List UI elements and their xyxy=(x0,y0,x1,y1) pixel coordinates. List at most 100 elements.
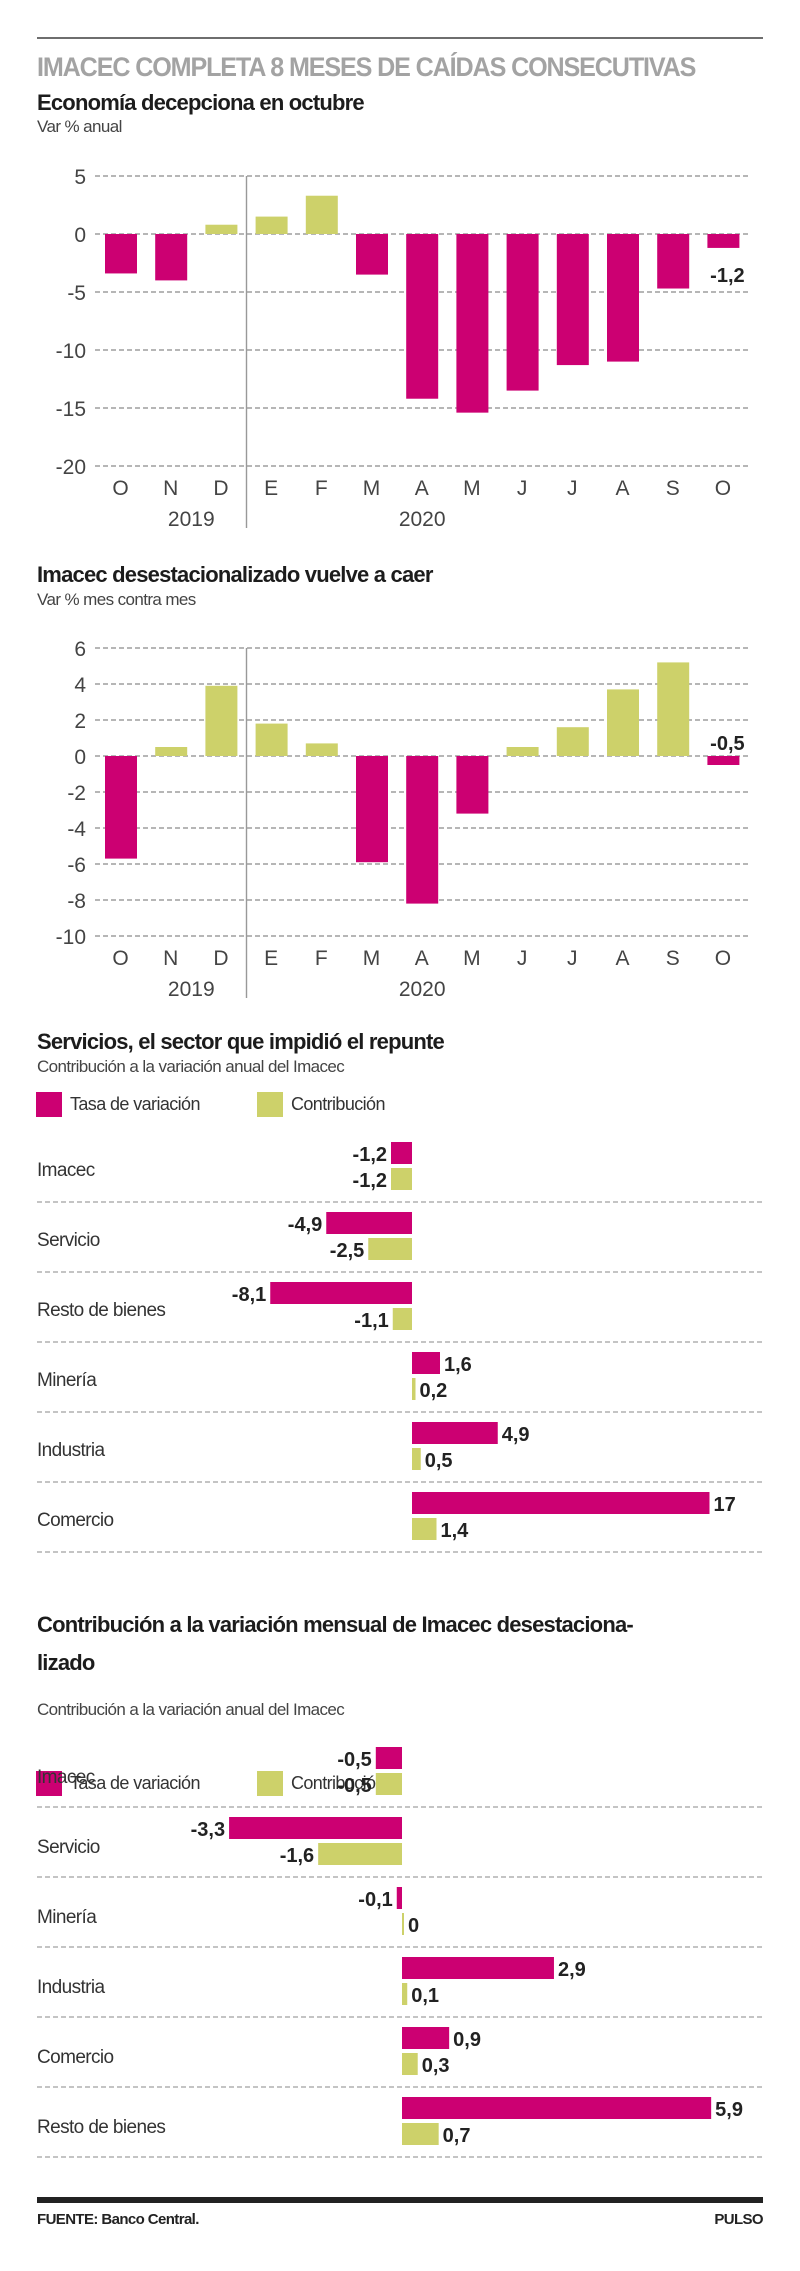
row-label: Imacec xyxy=(37,1160,95,1181)
x-tick-label: F xyxy=(315,947,329,970)
rate-bar-1 xyxy=(229,1817,402,1839)
contribution-bar-0 xyxy=(391,1168,412,1190)
x-tick-label: M xyxy=(463,947,482,970)
year-label: 2020 xyxy=(399,508,446,531)
y-tick-label: -10 xyxy=(56,340,86,363)
x-tick-label: M xyxy=(363,477,382,500)
x-tick-label: M xyxy=(363,947,382,970)
x-tick-label: M xyxy=(463,477,482,500)
value-label: -2,5 xyxy=(330,1240,364,1262)
contribution-bar-2 xyxy=(392,1308,412,1330)
main-title: IMACEC COMPLETA 8 MESES DE CAÍDAS CONSEC… xyxy=(37,52,696,82)
y-tick-label: -5 xyxy=(67,282,86,305)
contribution-bar-1 xyxy=(318,1843,402,1865)
value-label: -1,2 xyxy=(353,1144,387,1166)
bar-e xyxy=(255,216,288,234)
row-label: Comercio xyxy=(37,2047,114,2068)
bar-a xyxy=(406,756,439,904)
contribution-bar-4 xyxy=(412,1448,421,1470)
y-tick-label: 0 xyxy=(74,224,86,247)
row-label: Industria xyxy=(37,1977,105,1998)
x-tick-label: S xyxy=(666,947,681,970)
chart2-subtitle: Var % mes contra mes xyxy=(37,590,196,609)
row-label: Minería xyxy=(37,1370,97,1391)
bar-s xyxy=(657,662,690,756)
x-tick-label: J xyxy=(517,477,529,500)
chart3-subtitle: Contribución a la variación anual del Im… xyxy=(37,1057,345,1076)
value-label: 2,9 xyxy=(558,1959,586,1981)
legend-swatch-contribution xyxy=(257,1092,283,1117)
y-tick-label: -2 xyxy=(67,782,86,805)
bar-o xyxy=(707,234,740,248)
y-tick-label: -4 xyxy=(67,818,86,841)
rate-bar-0 xyxy=(375,1747,402,1769)
row-label: Industria xyxy=(37,1440,105,1461)
bar-f xyxy=(305,195,338,234)
legend-label-contribution: Contribución xyxy=(291,1773,385,1793)
bar-j xyxy=(506,234,539,391)
bar-j xyxy=(556,727,589,756)
value-label: 1,4 xyxy=(441,1520,470,1542)
value-label: -1,1 xyxy=(354,1310,388,1332)
x-tick-label: F xyxy=(315,477,329,500)
chart3-title: Servicios, el sector que impidió el repu… xyxy=(37,1029,445,1054)
row-label: Imacec xyxy=(37,1767,95,1788)
legend-swatch-contribution xyxy=(257,1771,283,1796)
x-tick-label: S xyxy=(666,477,681,500)
contribution-bar-0 xyxy=(375,1773,402,1795)
rate-bar-2 xyxy=(396,1887,402,1909)
value-label: 17 xyxy=(714,1494,736,1516)
value-label: 4,9 xyxy=(502,1424,530,1446)
value-annotation: -0,5 xyxy=(710,733,744,755)
chart4-sector-monthly: -0,5 -0,5 -3,3 -1,6 -0,1 0 2,9 0,1 0,90,3 5,9 0,7 xyxy=(37,1747,762,2158)
row-label: Resto de bienes xyxy=(37,2117,166,2138)
chart4-title-line1: Contribución a la variación mensual de I… xyxy=(37,1612,634,1637)
bar-n xyxy=(155,234,188,281)
value-label: -0,1 xyxy=(358,1889,392,1911)
year-label: 2019 xyxy=(168,978,215,1001)
legend-label-contribution: Contribución xyxy=(291,1094,385,1114)
value-label: 0,1 xyxy=(411,1985,439,2007)
row-label: Resto de bienes xyxy=(37,1300,166,1321)
bar-m xyxy=(456,234,489,413)
contribution-bar-1 xyxy=(368,1238,412,1260)
rate-bar-5 xyxy=(412,1492,710,1514)
value-label: 5,9 xyxy=(715,2099,743,2121)
y-tick-label: 5 xyxy=(74,166,86,189)
chart4-subtitle: Contribución a la variación anual del Im… xyxy=(37,1700,345,1719)
contribution-bar-5 xyxy=(412,1518,437,1540)
value-label: 0,5 xyxy=(425,1450,453,1472)
chart1-annual-variation: 5 0 -5 -10 -15 -20 O N D E F M A M J J A S O 2019 2020 -1,2 xyxy=(56,166,749,531)
bar-s xyxy=(657,234,690,289)
rate-bar-4 xyxy=(412,1422,498,1444)
chart4-title-line2: lizado xyxy=(37,1650,95,1675)
x-tick-label: J xyxy=(517,947,529,970)
y-tick-label: -10 xyxy=(56,926,86,949)
brand-label: PULSO xyxy=(714,2211,763,2228)
bar-f xyxy=(305,743,338,756)
bar-o xyxy=(707,756,740,765)
value-label: 0,2 xyxy=(420,1380,448,1402)
value-label: -1,6 xyxy=(280,1845,314,1867)
x-tick-label: D xyxy=(213,477,229,500)
x-tick-label: O xyxy=(715,477,732,500)
value-label: 1,6 xyxy=(444,1354,472,1376)
legend-swatch-rate xyxy=(36,1771,62,1796)
bar-o xyxy=(105,234,137,274)
contribution-bar-3 xyxy=(412,1378,416,1400)
contribution-bar-2 xyxy=(402,1913,404,1935)
row-label: Minería xyxy=(37,1907,97,1928)
x-tick-label: J xyxy=(567,947,579,970)
bar-a xyxy=(607,234,639,362)
x-tick-label: D xyxy=(213,947,229,970)
row-label: Servicio xyxy=(37,1837,100,1858)
bar-e xyxy=(255,723,288,756)
bar-j xyxy=(506,747,539,756)
rate-bar-2 xyxy=(270,1282,412,1304)
value-label: -3,3 xyxy=(191,1819,225,1841)
bar-m xyxy=(456,756,489,814)
y-tick-label: 2 xyxy=(74,710,86,733)
rate-bar-0 xyxy=(391,1142,412,1164)
contribution-bar-5 xyxy=(402,2123,439,2145)
value-label: 0 xyxy=(408,1915,419,1937)
